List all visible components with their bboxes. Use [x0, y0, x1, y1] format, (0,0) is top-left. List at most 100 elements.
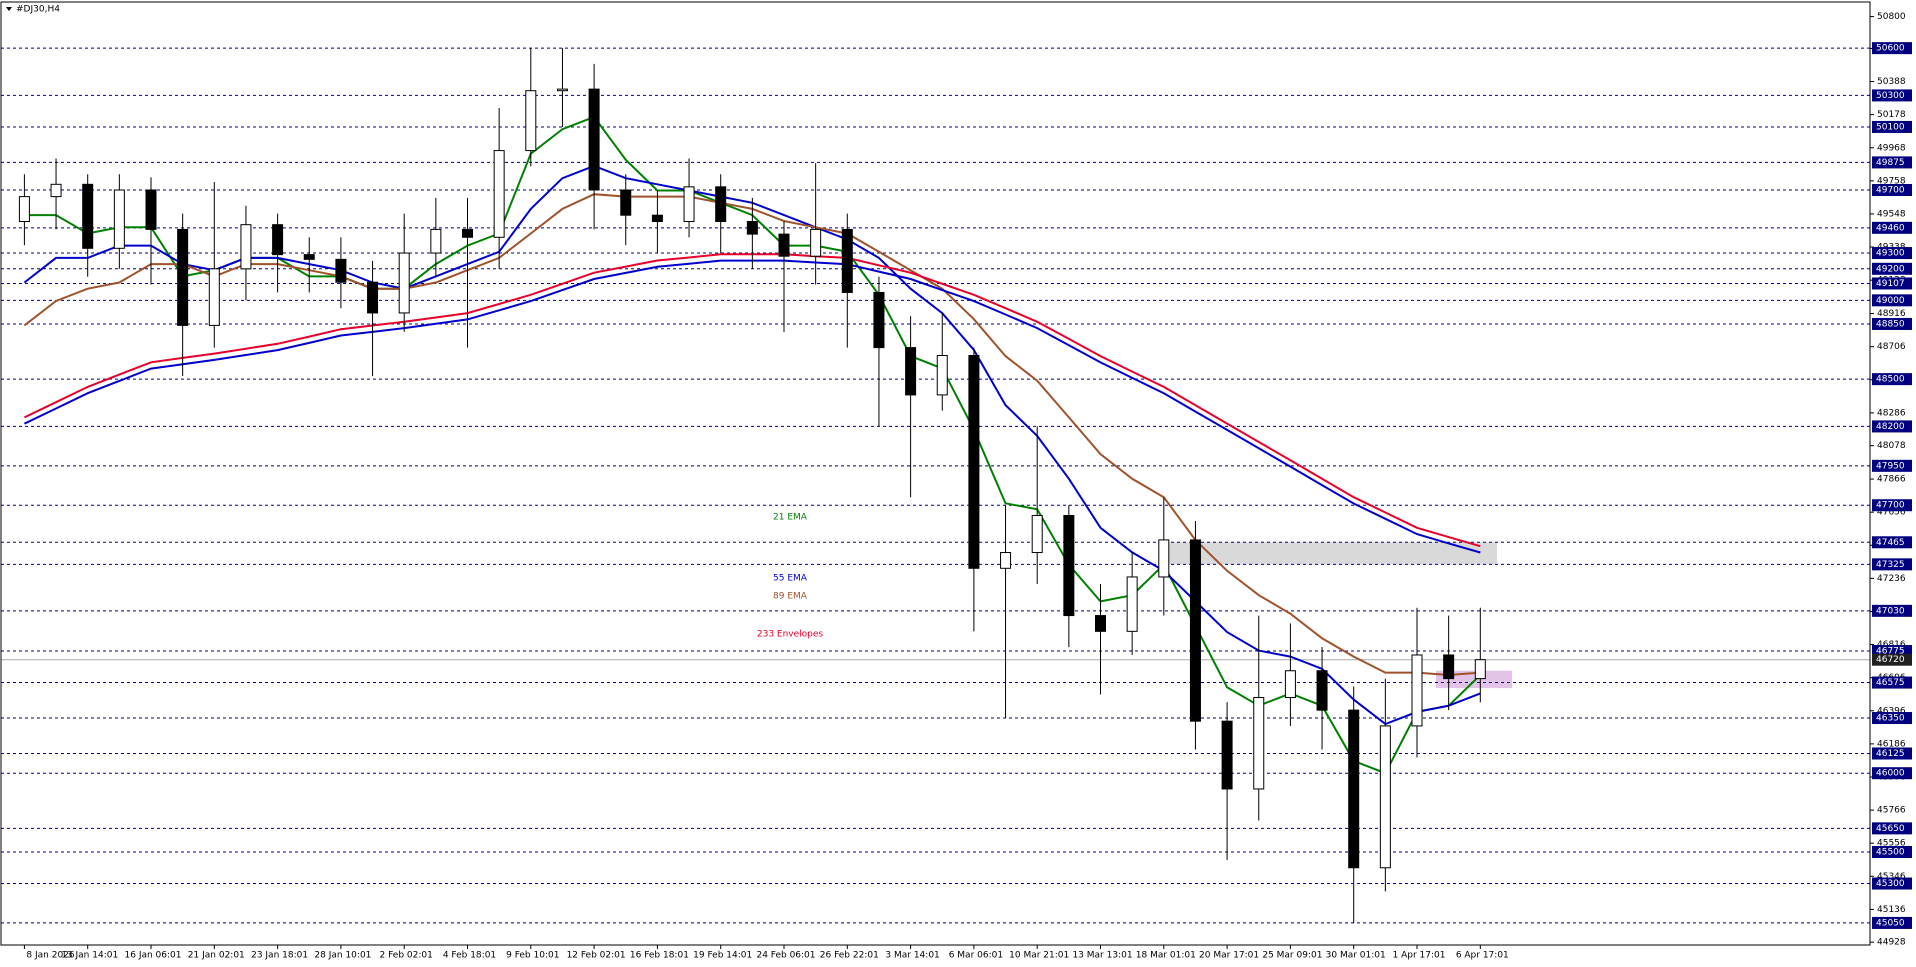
level-label-box	[1872, 712, 1912, 725]
level-label-box	[1872, 459, 1912, 472]
level-label: 45300	[1876, 879, 1905, 889]
menu-icon[interactable]	[6, 7, 12, 11]
level-label-box	[1872, 262, 1912, 275]
y-tick-label: 45346	[1877, 872, 1906, 882]
level-label: 50300	[1876, 91, 1905, 101]
candle-body	[1474, 659, 1486, 680]
candle-body	[1348, 709, 1360, 869]
level-label: 47030	[1876, 606, 1905, 616]
y-tick-label: 47866	[1877, 475, 1906, 485]
x-tick-label: 18 Mar 01:01	[1136, 951, 1196, 961]
annotation: 89 EMA	[773, 592, 808, 602]
candle-body	[715, 186, 727, 223]
x-tick-label: 12 Feb 02:01	[567, 951, 626, 961]
candle-body	[1316, 670, 1328, 711]
level-label-box	[1872, 767, 1912, 780]
y-tick-label: 47656	[1877, 508, 1906, 518]
level-label: 50100	[1876, 122, 1905, 132]
level-label: 47325	[1876, 560, 1905, 570]
candle-body	[841, 228, 853, 293]
y-tick-label: 46396	[1877, 706, 1906, 716]
candle-body	[588, 88, 600, 191]
candle-body	[810, 228, 822, 257]
candle-body	[905, 347, 917, 396]
level-label-box	[1872, 277, 1912, 290]
level-label: 47700	[1876, 501, 1905, 511]
x-tick-label: 6 Mar 06:01	[949, 951, 1003, 961]
level-label: 49300	[1876, 249, 1905, 259]
candle-body	[1189, 539, 1201, 722]
axes: 4492845136453464555645766459764618646396…	[23, 12, 1912, 961]
candle-body	[746, 221, 758, 235]
y-tick-label: 48706	[1877, 342, 1906, 352]
level-label: 46125	[1876, 749, 1905, 759]
candle-body	[462, 228, 473, 238]
level-label-box	[1872, 221, 1912, 234]
candle-body	[873, 291, 885, 349]
y-tick-label: 50800	[1877, 12, 1906, 22]
current-price-label: 46720	[1876, 655, 1905, 665]
candle-body	[778, 233, 790, 257]
level-label-box	[1872, 676, 1912, 689]
candle-body	[1379, 725, 1391, 869]
y-tick-label: 50178	[1877, 110, 1906, 120]
candle-body	[367, 281, 379, 314]
x-tick-label: 6 Apr 17:01	[1456, 951, 1509, 961]
y-tick-label: 45136	[1877, 905, 1906, 915]
level-label: 49460	[1876, 223, 1905, 233]
candle-body	[82, 183, 94, 249]
candle-body	[1253, 697, 1265, 790]
level-label-box	[1872, 156, 1912, 169]
level-label-box	[1872, 822, 1912, 835]
level-label-box	[1872, 558, 1912, 571]
level-label: 48850	[1876, 319, 1905, 329]
x-tick-label: 25 Mar 09:01	[1262, 951, 1322, 961]
level-label: 46575	[1876, 678, 1905, 688]
candle-body	[1158, 539, 1170, 578]
annotation: 233 Envelopes	[757, 630, 824, 640]
level-label-box	[1872, 877, 1912, 890]
x-tick-label: 2 Feb 02:01	[380, 951, 433, 961]
level-label: 49700	[1876, 185, 1905, 195]
candle-body	[240, 224, 252, 270]
chart-title: #DJ30,H4	[16, 5, 60, 15]
candle-body	[398, 252, 410, 314]
x-tick-label: 16 Feb 18:01	[630, 951, 689, 961]
candle-body	[1284, 670, 1296, 699]
candle-body	[556, 88, 568, 92]
candle-body	[936, 354, 948, 396]
zone	[1167, 542, 1497, 565]
candle-body	[620, 189, 632, 216]
level-label-box	[1872, 120, 1912, 133]
candle-body	[1063, 514, 1075, 617]
level-label-box	[1872, 373, 1912, 386]
level-label-box	[1872, 536, 1912, 549]
level-label: 49000	[1876, 296, 1905, 306]
y-tick-label: 49548	[1877, 209, 1906, 219]
y-tick-label: 45766	[1877, 806, 1906, 816]
candle-body	[1221, 720, 1233, 790]
level-label: 49875	[1876, 158, 1905, 168]
y-tick-label: 44928	[1877, 938, 1906, 948]
level-label: 46000	[1876, 769, 1905, 779]
x-tick-label: 8 Jan 2026	[26, 951, 74, 961]
level-label-box	[1872, 916, 1912, 929]
level-label-box	[1872, 420, 1912, 433]
level-label: 45650	[1876, 824, 1905, 834]
candle-body	[430, 228, 442, 254]
level-label-box	[1872, 604, 1912, 617]
level-label: 47950	[1876, 461, 1905, 471]
level-label-box	[1872, 499, 1912, 512]
level-label-box	[1872, 747, 1912, 760]
candle-body	[1031, 514, 1043, 554]
x-tick-label: 3 Mar 14:01	[885, 951, 939, 961]
annotation: 55 EMA	[773, 574, 808, 584]
y-tick-label: 47236	[1877, 574, 1906, 584]
x-tick-label: 9 Feb 10:01	[506, 951, 559, 961]
level-label: 45050	[1876, 918, 1905, 928]
level-label-box	[1872, 317, 1912, 330]
level-label: 49200	[1876, 264, 1905, 274]
candle-body	[113, 189, 125, 249]
